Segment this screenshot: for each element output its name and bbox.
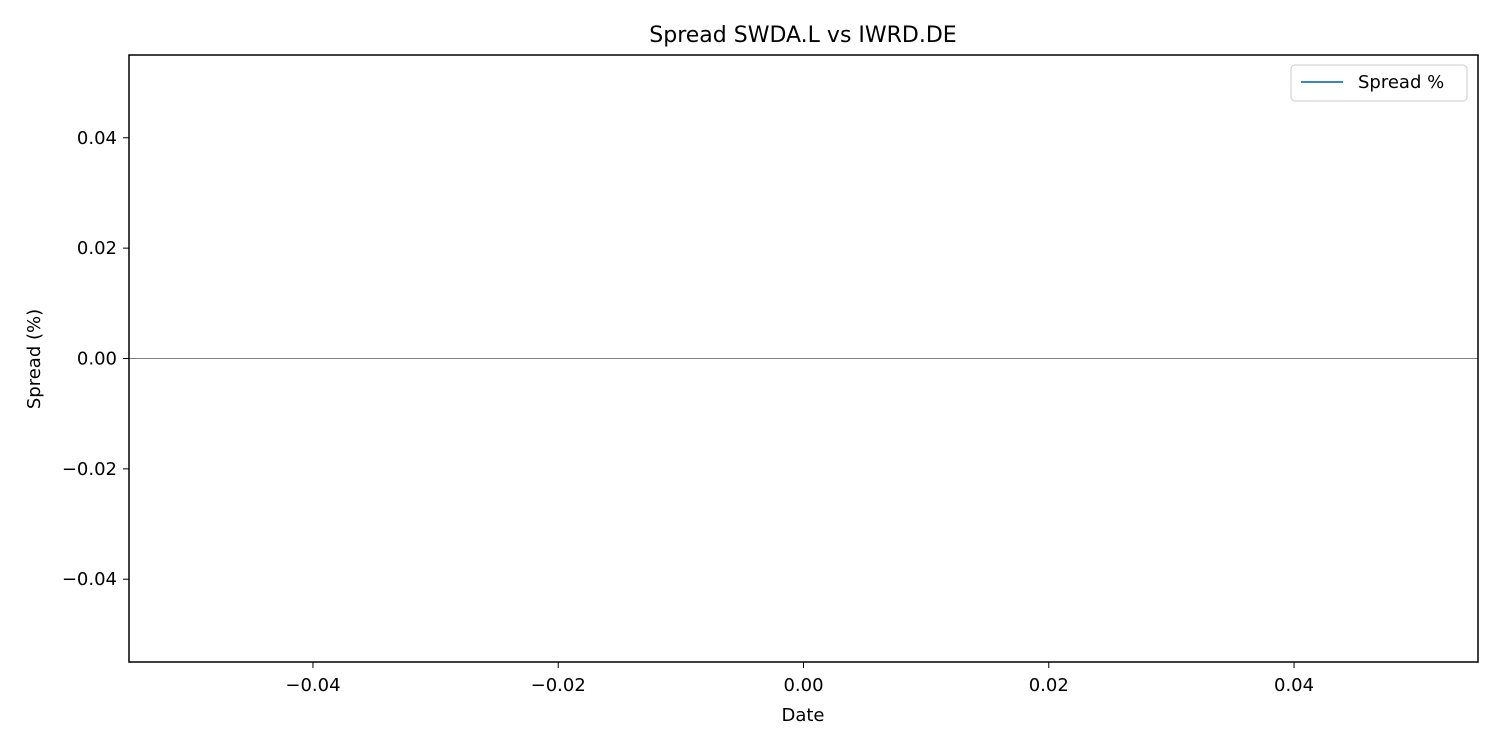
- y-axis-ticks: −0.04 −0.02 0.00 0.02 0.04: [62, 128, 129, 590]
- y-tick-label: 0.02: [77, 238, 117, 259]
- legend-box: [1290, 64, 1468, 102]
- y-axis-label: Spread (%): [24, 309, 45, 409]
- y-tick-label: −0.04: [62, 569, 117, 590]
- x-tick-label: 0.02: [1029, 675, 1069, 696]
- x-tick-label: 0.04: [1274, 675, 1314, 696]
- x-tick-label: −0.04: [285, 675, 340, 696]
- x-tick-label: 0.00: [783, 675, 823, 696]
- y-tick-label: 0.00: [77, 349, 117, 370]
- legend-label-spread: Spread %: [1358, 72, 1444, 93]
- y-tick-label: −0.02: [62, 459, 117, 480]
- x-axis-label: Date: [781, 705, 824, 726]
- y-tick-label: 0.04: [77, 128, 117, 149]
- x-tick-label: −0.02: [531, 675, 586, 696]
- x-axis-ticks: −0.04 −0.02 0.00 0.02 0.04: [285, 662, 1314, 696]
- legend: Spread %: [1290, 64, 1468, 102]
- plot-area: [128, 54, 1479, 663]
- chart-title: Spread SWDA.L vs IWRD.DE: [649, 23, 956, 48]
